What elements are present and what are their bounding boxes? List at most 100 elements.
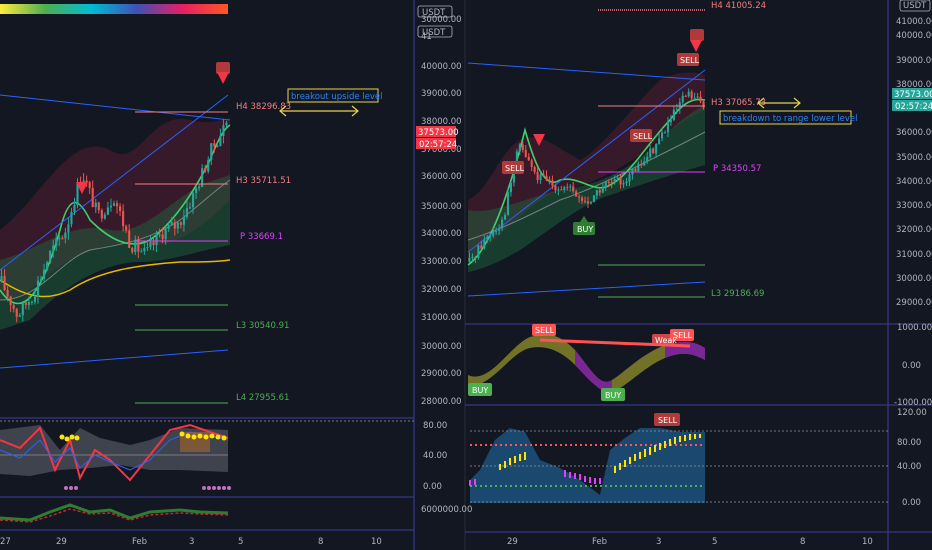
left-time-tick: 10: [371, 537, 382, 547]
candle-body: [61, 238, 64, 240]
svg-text:SELL: SELL: [505, 164, 525, 173]
right-time-tick: 10: [862, 537, 873, 547]
level-label-p: P 33669.1: [240, 232, 283, 242]
candle-body: [661, 132, 664, 139]
candle-body: [696, 96, 699, 98]
candle-body: [210, 143, 213, 160]
osc-axis-80: 80.00: [423, 421, 447, 431]
candle-body: [483, 239, 486, 249]
candle-body: [30, 301, 33, 303]
candle-body: [73, 205, 76, 212]
right-price-tick: 30000.00: [896, 274, 932, 284]
candle-body: [655, 143, 658, 154]
osc-buy-2: BUY: [605, 391, 621, 400]
left-price-axis: 4140000.0039000.0038000.0037000.0036000.…: [421, 15, 462, 407]
right-time-axis: 29 Feb 3 5 8 10: [507, 537, 873, 547]
candle-body: [39, 278, 43, 281]
svg-text:0.00: 0.00: [902, 498, 921, 508]
right-current-price: 37573.00: [894, 90, 932, 100]
candle-body: [67, 224, 70, 233]
level-label-h4: H4 38296.83: [236, 102, 291, 112]
annotation-breakdown: breakdown to range lower level: [723, 114, 858, 124]
candle-body: [628, 174, 631, 182]
left-time-tick: 5: [238, 537, 243, 547]
candle-body: [149, 242, 152, 248]
right-currency-badge: USDT: [899, 0, 931, 12]
candle-body: [64, 232, 67, 239]
right-price-tick: 39000.00: [896, 56, 932, 66]
left-price-tick: 29000.00: [421, 369, 462, 379]
candle-body: [569, 186, 572, 188]
candle-body: [58, 238, 61, 240]
candle-body: [204, 168, 207, 172]
left-price-tick: 30000.00: [421, 15, 462, 25]
left-currency-badges: USDT USDT: [417, 5, 453, 38]
left-price-tick: 33000.00: [421, 257, 462, 267]
candle-body: [119, 206, 122, 211]
candle-body: [33, 296, 37, 302]
candle-body: [601, 187, 604, 193]
left-oscillator: [0, 420, 414, 490]
right-pivot-lines: [598, 9, 705, 298]
candle-body: [173, 222, 176, 229]
candle-body: [468, 257, 471, 262]
candle-body: [167, 225, 170, 229]
left-time-tick: 29: [56, 537, 67, 547]
candle-body: [164, 228, 167, 240]
left-time-tick: 3: [189, 537, 194, 547]
candle-body: [12, 304, 15, 309]
left-price-tick: 35000.00: [421, 202, 462, 212]
level-label-l3: L3 30540.91: [236, 321, 289, 331]
candle-body: [681, 95, 684, 103]
candle-body: [583, 200, 587, 202]
candle-body: [480, 245, 483, 249]
candle-body: [9, 296, 12, 305]
right-osc2-axis: 120.00 80.00 40.00 0.00: [897, 408, 927, 508]
right-mfi-oscillator: SELL: [469, 413, 888, 503]
candle-body: [70, 211, 73, 225]
candle-body: [15, 308, 18, 317]
candle-body: [94, 202, 97, 208]
candle-body: [46, 262, 49, 270]
right-level-label-p: P 34350.57: [713, 164, 761, 174]
candle-body: [572, 186, 575, 192]
left-time-axis: 27 29 Feb 3 5 8 10: [0, 537, 382, 547]
svg-text:-1000.00: -1000.00: [894, 398, 932, 408]
candle-body: [225, 122, 228, 126]
level-label-h3: H3 35711.51: [236, 176, 291, 186]
candle-body: [492, 231, 495, 236]
right-level-labels: H4 41005.24 H3 37065.73 P 34350.57 L3 29…: [711, 1, 766, 299]
candle-body: [201, 168, 204, 187]
candle-body: [82, 180, 85, 183]
candle-body: [146, 247, 149, 249]
candle-body: [592, 195, 595, 203]
candle-body: [699, 96, 702, 102]
right-time-tick: 3: [656, 537, 661, 547]
candle-body: [213, 143, 216, 147]
candle-body: [702, 101, 705, 108]
level-label-l4: L4 27955.61: [236, 393, 289, 403]
right-trendlines: [467, 62, 706, 297]
candle-body: [106, 207, 109, 215]
candle-body: [649, 148, 652, 157]
candle-body: [195, 188, 198, 194]
candle-body: [158, 234, 161, 236]
candle-body: [521, 144, 524, 151]
candle-body: [43, 269, 46, 279]
candle-body: [18, 315, 21, 317]
right-annotation: breakdown to range lower level: [719, 97, 858, 125]
candle-body: [152, 242, 155, 246]
candle-body: [131, 247, 134, 253]
candle-body: [684, 95, 687, 97]
right-level-label-h3: H3 37065.73: [711, 98, 766, 108]
candle-body: [503, 215, 507, 220]
candle-body: [566, 187, 569, 189]
candle-body: [191, 193, 195, 208]
svg-text:40.00: 40.00: [897, 462, 921, 472]
candle-body: [669, 120, 672, 123]
currency-badge: USDT: [422, 28, 446, 38]
left-candles: [0, 119, 228, 323]
candle-body: [216, 145, 219, 147]
candle-body: [486, 236, 489, 240]
candle-body: [518, 144, 521, 152]
